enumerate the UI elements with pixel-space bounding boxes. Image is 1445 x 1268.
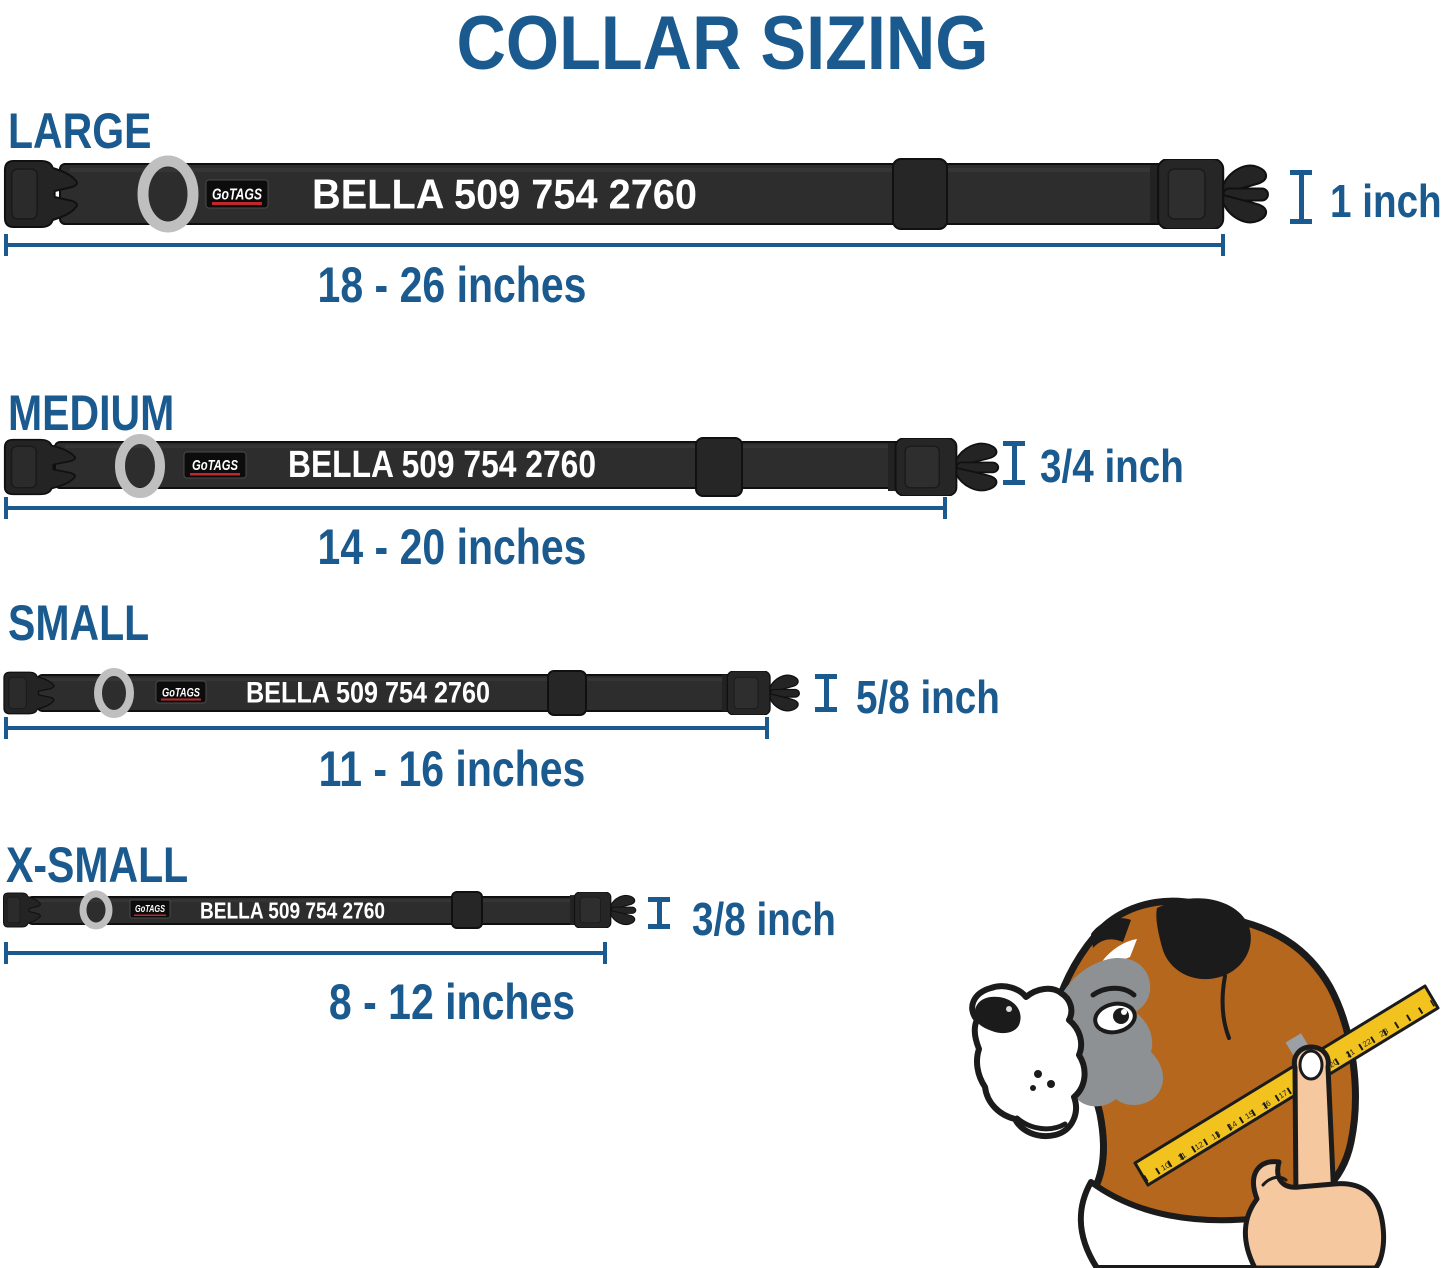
width-gauge-icon (1290, 170, 1312, 224)
strap-keeper (892, 158, 948, 230)
size-label-large: LARGE (8, 103, 152, 159)
hand-holding-tape (1242, 1044, 1387, 1268)
brand-logo-text: GoTAGS (162, 686, 200, 700)
size-label-small: SMALL (8, 595, 150, 651)
size-label-medium: MEDIUM (8, 385, 175, 441)
index-finger (1291, 1044, 1337, 1206)
fist (1242, 1159, 1387, 1268)
dog-measurement-illustration: 1011121314151617181920212223 (969, 897, 1440, 1268)
brand-patch: GoTAGS (129, 899, 171, 919)
dog-head (969, 897, 1359, 1268)
male-buckle-icon (722, 671, 800, 715)
length-measure-line (4, 942, 607, 964)
length-label-medium: 14 - 20 inches (317, 519, 587, 575)
brand-patch: GoTAGS (205, 179, 269, 209)
d-ring-icon (94, 668, 134, 718)
male-buckle-icon (888, 438, 1000, 496)
d-ring-icon (115, 434, 165, 498)
page-title: COLLAR SIZING (456, 1, 989, 86)
length-label-xsmall: 8 - 12 inches (328, 974, 576, 1030)
collar-illustration-small: GoTAGS BELLA 509 754 2760 (3, 668, 800, 718)
length-measure-line (4, 234, 1225, 256)
fingernail (1298, 1049, 1324, 1081)
brand-logo-text: GoTAGS (135, 904, 165, 915)
collar-personalization-text: BELLA 509 754 2760 (200, 898, 385, 924)
length-label-large: 18 - 26 inches (317, 257, 587, 313)
collar-personalization-text: BELLA 509 754 2760 (246, 677, 490, 710)
brand-logo-text: GoTAGS (192, 457, 238, 474)
width-gauge-icon (1003, 441, 1025, 485)
width-label-small: 5/8 inch (856, 671, 1000, 723)
width-label-large: 1 inch (1330, 175, 1442, 227)
male-buckle-icon (570, 892, 637, 928)
collar-personalization-text: BELLA 509 754 2760 (312, 171, 697, 218)
male-buckle-icon (1150, 159, 1269, 229)
collar-personalization-text: BELLA 509 754 2760 (288, 444, 596, 486)
strap-keeper (547, 670, 587, 716)
strap-keeper (695, 437, 743, 497)
length-measure-line (4, 497, 947, 519)
width-label-xsmall: 3/8 inch (692, 893, 836, 945)
brand-patch: GoTAGS (155, 680, 207, 704)
width-gauge-icon (815, 674, 837, 712)
strap-keeper (451, 891, 483, 929)
d-ring-icon (137, 155, 199, 233)
size-label-xsmall: X-SMALL (6, 837, 189, 893)
brand-logo-text: GoTAGS (212, 187, 262, 204)
measuring-tape: 1011121314151617181920212223 (1133, 984, 1440, 1187)
length-label-small: 11 - 16 inches (318, 741, 586, 797)
brand-patch: GoTAGS (183, 451, 247, 479)
collar-illustration-medium: GoTAGS BELLA 509 754 2760 (3, 434, 1000, 498)
collar-illustration-large: GoTAGS BELLA 509 754 2760 (3, 155, 1269, 233)
length-measure-line (4, 717, 769, 739)
width-gauge-icon (648, 897, 670, 929)
width-label-medium: 3/4 inch (1040, 440, 1184, 492)
collar-illustration-xsmall: GoTAGS BELLA 509 754 2760 (2, 890, 637, 930)
d-ring-icon (79, 890, 113, 930)
